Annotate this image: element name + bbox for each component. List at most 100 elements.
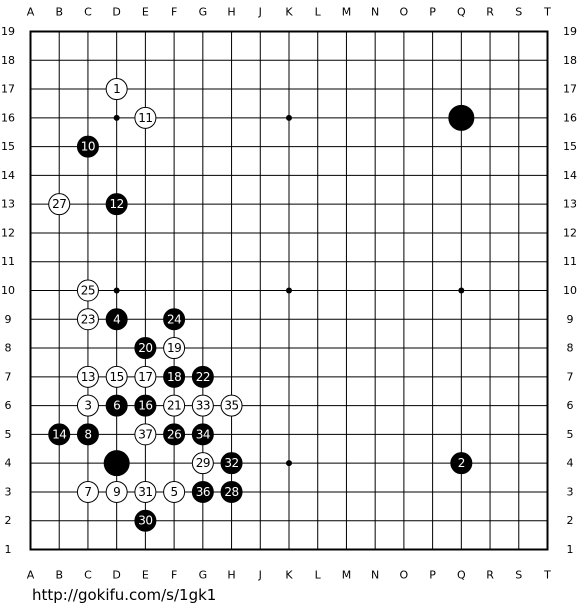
move-number: 31	[138, 485, 152, 499]
move-number: 28	[224, 485, 238, 499]
move-number: 17	[138, 370, 152, 384]
row-label: 1	[567, 543, 574, 556]
white-stone	[163, 394, 186, 417]
white-stone	[76, 365, 99, 388]
move-number: 37	[138, 427, 152, 441]
white-stone	[48, 193, 71, 216]
column-label: R	[486, 569, 494, 582]
move-number: 11	[138, 111, 152, 125]
column-label: M	[342, 569, 352, 582]
row-label: 11	[1, 255, 15, 268]
white-stone	[105, 78, 128, 101]
move-number: 25	[81, 284, 95, 298]
column-label: E	[142, 569, 149, 582]
move-number: 19	[167, 341, 181, 355]
row-label: 8	[5, 342, 12, 355]
star-point	[113, 287, 120, 294]
row-label: 7	[5, 370, 12, 383]
row-label: 11	[563, 255, 577, 268]
move-number: 20	[138, 341, 152, 355]
black-stone	[134, 394, 157, 417]
row-label: 9	[567, 313, 574, 326]
column-label: G	[199, 6, 208, 19]
move-number: 27	[52, 197, 66, 211]
row-label: 3	[5, 485, 12, 498]
row-label: 13	[563, 198, 577, 211]
white-stone	[163, 337, 186, 360]
row-label: 7	[567, 370, 574, 383]
row-label: 18	[563, 54, 577, 67]
white-stone	[191, 394, 214, 417]
column-label: L	[315, 569, 322, 582]
move-number: 7	[84, 485, 91, 499]
move-number: 16	[138, 399, 152, 413]
move-number: 2	[458, 456, 465, 470]
move-number: 33	[196, 399, 210, 413]
board-border	[29, 30, 549, 551]
black-stone	[220, 480, 243, 503]
black-stone	[105, 394, 128, 417]
row-label: 9	[5, 313, 12, 326]
star-point	[113, 114, 120, 121]
star-point	[458, 287, 465, 294]
white-stone	[191, 452, 214, 475]
white-stone	[105, 365, 128, 388]
black-stone	[76, 135, 99, 158]
move-number: 9	[113, 485, 120, 499]
move-number: 35	[224, 399, 238, 413]
column-label: T	[543, 6, 551, 19]
black-stone	[450, 452, 473, 475]
row-label: 4	[567, 457, 574, 470]
white-stone	[134, 365, 157, 388]
move-number: 23	[81, 312, 95, 326]
row-label: 19	[1, 25, 15, 38]
white-stone	[163, 480, 186, 503]
black-stone	[191, 423, 214, 446]
url: http://gokifu.com/s/1gk1	[32, 586, 216, 604]
column-label: O	[400, 6, 409, 19]
move-number: 14	[52, 427, 66, 441]
column-label: R	[486, 6, 494, 19]
move-number: 13	[81, 370, 95, 384]
column-label: Q	[457, 569, 466, 582]
move-number: 24	[167, 312, 181, 326]
move-number: 21	[167, 399, 181, 413]
column-label: F	[171, 569, 177, 582]
column-label: P	[429, 6, 436, 19]
move-number: 6	[113, 399, 120, 413]
column-label: D	[112, 569, 120, 582]
row-label: 16	[1, 111, 15, 124]
row-label: 18	[1, 54, 15, 67]
row-label: 16	[563, 111, 577, 124]
white-stone	[105, 480, 128, 503]
black-stone	[134, 509, 157, 532]
black-stone	[103, 450, 130, 477]
move-number: 26	[167, 427, 181, 441]
black-stone	[220, 452, 243, 475]
column-label: B	[55, 569, 63, 582]
row-label: 14	[1, 169, 15, 182]
white-stone	[76, 279, 99, 302]
white-stone	[220, 394, 243, 417]
column-label: N	[371, 6, 379, 19]
white-stone	[76, 308, 99, 331]
row-label: 4	[5, 457, 12, 470]
column-label: B	[55, 6, 63, 19]
star-point	[286, 287, 292, 294]
column-label: H	[227, 6, 235, 19]
row-label: 15	[1, 140, 15, 153]
row-label: 2	[5, 514, 12, 527]
black-stone	[105, 308, 128, 331]
column-label: F	[171, 6, 177, 19]
black-stone	[134, 337, 157, 360]
column-label: S	[515, 6, 522, 19]
move-number: 4	[113, 312, 120, 326]
move-number: 34	[196, 427, 210, 441]
column-label: N	[371, 569, 379, 582]
column-label: H	[227, 569, 235, 582]
row-label: 19	[563, 25, 577, 38]
row-label: 17	[563, 83, 577, 96]
row-label: 15	[563, 140, 577, 153]
row-label: 6	[5, 399, 12, 412]
